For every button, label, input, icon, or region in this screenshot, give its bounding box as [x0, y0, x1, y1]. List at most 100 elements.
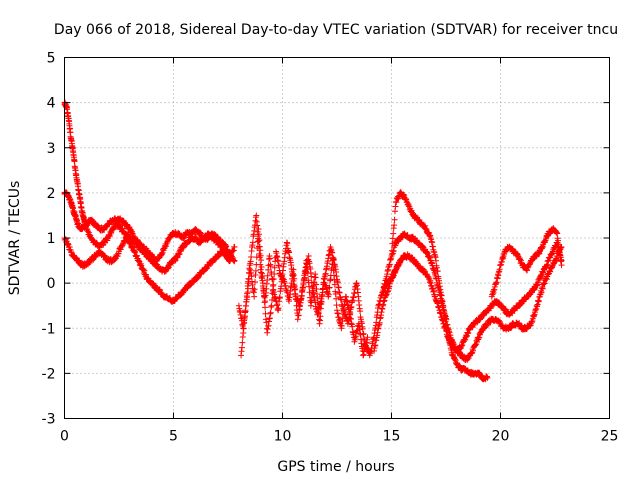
- y-tick-label: 1: [47, 231, 56, 247]
- data-point-interp: [269, 296, 276, 303]
- y-axis-label: SDTVAR / TECUs: [7, 181, 23, 296]
- data-point-interp: [333, 302, 340, 309]
- data-point-interp: [258, 257, 265, 264]
- data-point-interp: [243, 298, 250, 305]
- data-point-interp: [255, 238, 262, 245]
- data-point-interp: [269, 287, 276, 294]
- data-point-interp: [262, 304, 269, 311]
- data-point-interp: [264, 272, 271, 279]
- data-point-interp: [291, 275, 298, 282]
- data-point-interp: [263, 319, 270, 326]
- data-point-interp: [292, 286, 299, 293]
- data-point-interp: [300, 277, 307, 284]
- data-point-interp: [244, 290, 251, 297]
- data-point-interp: [259, 273, 266, 279]
- y-tick-label: 4: [47, 96, 56, 112]
- grid-lines: [64, 57, 610, 419]
- chart-title: Day 066 of 2018, Sidereal Day-to-day VTE…: [54, 22, 618, 38]
- data-point-interp: [248, 253, 255, 260]
- data-point: [253, 212, 260, 219]
- y-tick-label: -1: [42, 321, 56, 337]
- x-tick-label: 15: [383, 429, 401, 445]
- data-point-interp: [240, 325, 247, 332]
- data-point-interp: [256, 237, 263, 244]
- data-point-interp: [303, 260, 310, 267]
- series-track-5: [238, 225, 371, 359]
- data-point-interp: [254, 222, 261, 229]
- series-track-9: [488, 225, 565, 300]
- data-point-interp: [271, 264, 278, 271]
- data-point: [231, 244, 238, 251]
- data-point-interp: [263, 285, 270, 292]
- data-point-interp: [349, 323, 356, 330]
- x-tick-label: 20: [492, 429, 510, 445]
- axes: 0 5 10 15 20 25 -3 -2 -1 0 1 2 3 4 5: [42, 51, 619, 445]
- x-axis-label: GPS time / hours: [277, 459, 394, 475]
- data-point-interp: [293, 295, 300, 302]
- data-point-interp: [318, 298, 325, 305]
- y-tick-label: 3: [47, 141, 56, 157]
- data-point-interp: [252, 267, 259, 274]
- data-point-interp: [239, 339, 246, 346]
- data-point: [290, 266, 297, 273]
- series-track-8: [371, 239, 565, 354]
- data-point-interp: [557, 252, 564, 259]
- data-point-interp: [255, 231, 262, 238]
- data-point-interp: [276, 294, 283, 301]
- x-tick-label: 5: [169, 429, 178, 445]
- y-tick-label: 5: [47, 51, 56, 67]
- data-point-interp: [308, 297, 315, 304]
- data-point-interp: [432, 257, 439, 264]
- data-point-interp: [331, 281, 338, 288]
- data-point-interp: [269, 276, 276, 283]
- y-tick-label: 2: [47, 186, 56, 202]
- data-point-interp: [326, 284, 333, 291]
- y-tick-label: 0: [47, 276, 56, 292]
- data-point-interp: [254, 245, 261, 252]
- data-point-interp: [257, 247, 264, 254]
- data-point-interp: [333, 295, 340, 302]
- data-point-interp: [391, 216, 398, 223]
- data-point-interp: [308, 273, 315, 280]
- data-point-interp: [317, 313, 324, 320]
- data-point: [255, 225, 262, 232]
- data-point: [227, 257, 234, 264]
- data-point-interp: [284, 240, 291, 247]
- data-point-interp: [267, 309, 274, 316]
- series-track-2: [61, 189, 238, 265]
- data-point-interp: [249, 239, 256, 246]
- data-point-interp: [390, 230, 397, 237]
- data-point-interp: [304, 270, 311, 277]
- data-point-interp: [242, 313, 249, 320]
- series-track-3: [61, 233, 234, 305]
- data-point-interp: [260, 285, 267, 292]
- data-point-interp: [270, 281, 277, 288]
- data-point-interp: [245, 275, 252, 282]
- data-point-interp: [267, 263, 274, 270]
- x-tick-label: 25: [601, 429, 619, 445]
- y-tick-label: -3: [42, 412, 56, 428]
- data-point-interp: [314, 299, 321, 306]
- data-point-interp: [295, 312, 302, 319]
- data-point-interp: [261, 299, 268, 306]
- data-point-interp: [253, 261, 260, 268]
- series-track-1: [61, 99, 238, 275]
- data-point-interp: [251, 286, 258, 293]
- data-point-interp: [248, 273, 255, 280]
- data-point-interp: [359, 325, 366, 332]
- data-point-interp: [306, 283, 313, 290]
- data-points: [61, 99, 565, 383]
- data-point: [484, 374, 491, 381]
- data-point: [364, 334, 371, 341]
- x-tick-label: 10: [274, 429, 292, 445]
- data-point-interp: [252, 279, 259, 286]
- data-point: [259, 280, 266, 287]
- data-point-interp: [391, 222, 398, 229]
- y-tick-label: -2: [42, 366, 56, 382]
- data-point-interp: [261, 293, 268, 300]
- data-point-interp: [312, 274, 319, 281]
- data-point-interp: [275, 305, 282, 312]
- data-point-interp: [330, 261, 337, 268]
- data-point-interp: [271, 271, 278, 278]
